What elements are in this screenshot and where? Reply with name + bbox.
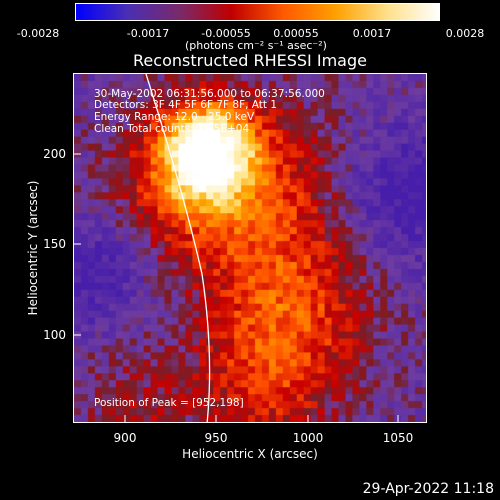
colorbar-tick-5: 0.0017 <box>352 27 392 40</box>
rhessi-image-heatmap <box>74 74 426 422</box>
colorbar-tick-2: -0.0017 <box>126 27 170 40</box>
y-tick-label-200: 200 <box>43 147 66 161</box>
colorbar-tick-1: -0.0028 <box>16 27 60 40</box>
colorbar-tick-3: -0.00055 <box>201 27 251 40</box>
solar-limb-line <box>145 74 211 422</box>
annotation-clean-counts: Clean Total counts: 1.35E+04 <box>94 123 250 135</box>
colorbar-gradient <box>76 4 439 20</box>
colorbar-tick-4: 0.00055 <box>273 27 319 40</box>
annotation-peak-position: Position of Peak = [952,198] <box>94 397 244 409</box>
plot-title: Reconstructed RHESSI Image <box>133 51 367 70</box>
y-axis-label: Heliocentric Y (arcsec) <box>26 180 40 316</box>
annotation-energy-range: Energy Range: 12.0 - 25.0 keV <box>94 111 255 123</box>
x-tick-label-900: 900 <box>113 431 137 445</box>
solar-limb-overlay <box>145 74 211 422</box>
colorbar <box>75 3 440 21</box>
y-tick-label-150: 150 <box>43 237 66 251</box>
x-tick-label-950: 950 <box>204 431 228 445</box>
x-axis-label: Heliocentric X (arcsec) <box>182 447 318 461</box>
image-plot-area <box>73 73 427 423</box>
annotation-detectors: Detectors: 3F 4F 5F 6F 7F 8F, Att 1 <box>94 99 278 111</box>
y-tick-label-100: 100 <box>43 328 66 342</box>
colorbar-tick-6: 0.0028 <box>445 27 485 40</box>
annotation-time-range: 30-May-2002 06:31:56.000 to 06:37:56.000 <box>94 88 325 100</box>
plot-timestamp: 29-Apr-2022 11:18 <box>362 481 494 497</box>
x-tick-label-1050: 1050 <box>382 431 414 445</box>
colorbar-unit-label: (photons cm⁻² s⁻¹ asec⁻²) <box>185 39 327 52</box>
x-tick-label-1000: 1000 <box>292 431 324 445</box>
